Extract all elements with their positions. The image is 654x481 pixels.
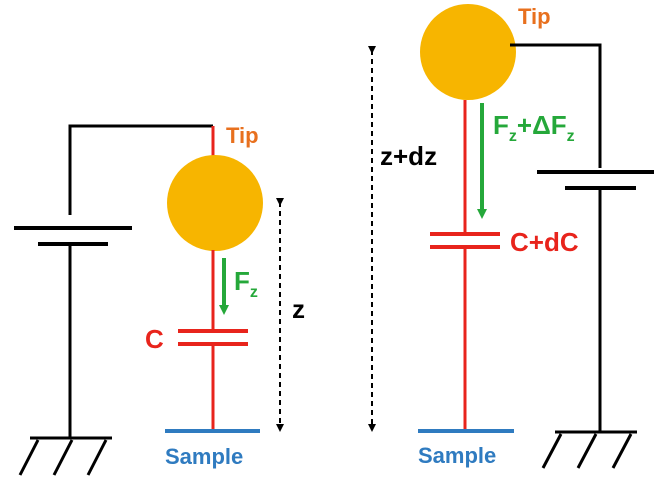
left-circuit <box>14 124 284 476</box>
right-distance-label: z+dz <box>380 141 437 171</box>
right-capacitor-label: C+dC <box>510 227 579 257</box>
right-wire <box>510 43 602 168</box>
right-tip-ball <box>420 4 516 100</box>
left-wire <box>68 124 213 215</box>
left-tip-label: Tip <box>226 123 259 148</box>
left-distance-label: z <box>292 294 305 324</box>
right-force-label: Fz+ΔFz <box>493 110 575 145</box>
left-capacitor-label: C <box>145 324 164 354</box>
right-sample-label: Sample <box>418 443 496 468</box>
right-circuit <box>368 4 654 469</box>
right-ground-icon <box>541 430 637 469</box>
right-tip-label: Tip <box>518 4 551 29</box>
left-ground-icon <box>18 436 112 476</box>
left-sample-label: Sample <box>165 444 243 469</box>
left-force-label: Fz <box>234 266 258 301</box>
left-tip-ball <box>167 155 263 251</box>
